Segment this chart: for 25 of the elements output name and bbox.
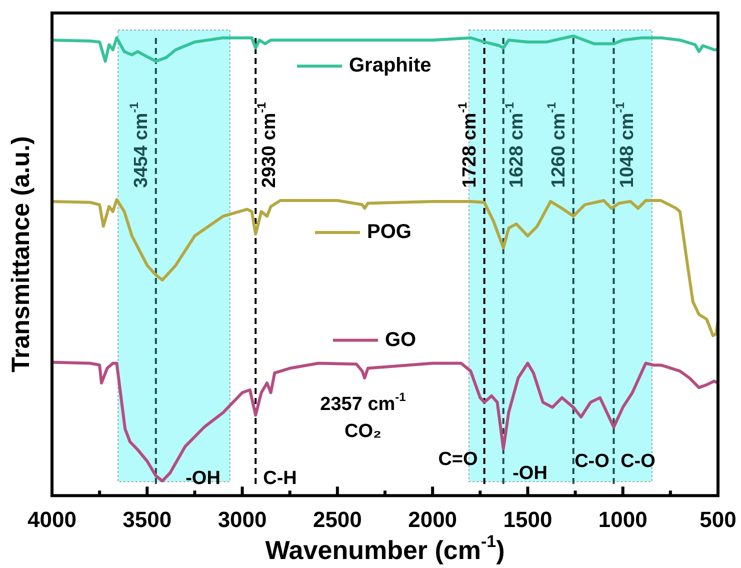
ref-line-label: 3454 cm-1: [126, 102, 152, 188]
ref-line-label: 1628 cm-1: [502, 102, 528, 188]
x-tick-label: 1500: [503, 506, 552, 532]
annotation: -OH: [512, 463, 548, 484]
legend-label: Graphite: [349, 54, 432, 77]
ref-line-label: 1048 cm-1: [612, 102, 638, 188]
annotation: C-H: [263, 468, 297, 490]
annotation: C-O: [574, 451, 610, 472]
annotation: CO₂: [344, 421, 382, 442]
ref-line-label: 2930 cm-1: [254, 102, 280, 188]
x-tick-label: 3500: [122, 506, 172, 532]
x-tick-label: 4000: [28, 506, 76, 532]
annotation: C-O: [620, 451, 656, 472]
x-tick-label: 1000: [598, 506, 648, 532]
x-tick-label: 2500: [312, 506, 362, 532]
legend-label: POG: [367, 220, 412, 243]
ref-line-label: 1728 cm-1: [455, 102, 481, 188]
annotation: -OH: [186, 468, 220, 490]
y-axis-title: Transmittance (a.u.): [6, 136, 35, 372]
annotation: C=O: [438, 449, 478, 470]
ref-line-label: 1260 cm-1: [544, 102, 570, 188]
x-tick-label: 3000: [218, 506, 267, 532]
x-tick-label: 500: [700, 506, 736, 532]
legend-label: GO: [385, 328, 416, 351]
x-tick-label: 2000: [408, 506, 458, 532]
